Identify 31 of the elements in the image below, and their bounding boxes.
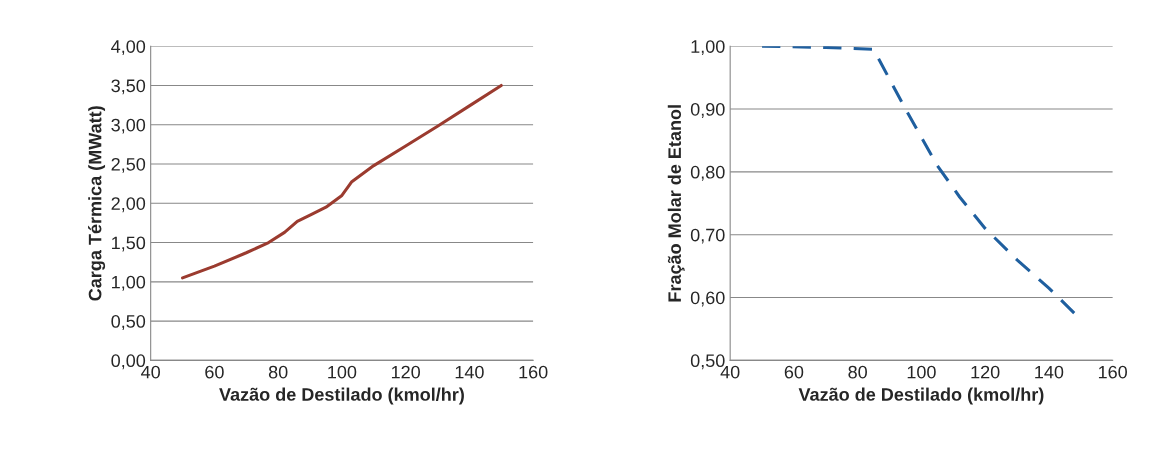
x-tick-label: 160	[1098, 365, 1127, 379]
y-tick-label: 0,90	[690, 102, 725, 118]
line-series	[760, 46, 1076, 315]
x-axis-title: Vazão de Destilado (kmol/hr)	[798, 387, 1044, 405]
y-tick-label: 0,80	[690, 165, 725, 181]
x-tick-label: 120	[971, 365, 1000, 379]
x-tick-label: 160	[519, 365, 548, 379]
x-tick-label: 120	[391, 365, 421, 379]
x-tick-label: 140	[1035, 365, 1064, 379]
y-tick-label: 0,50	[111, 315, 146, 330]
x-tick-label: 60	[784, 365, 804, 379]
y-tick-label: 2,00	[111, 197, 146, 213]
x-tick-label: 60	[205, 365, 224, 379]
y-tick-label: 3,00	[111, 118, 146, 134]
x-tick-label: 80	[848, 365, 867, 379]
x-tick-label: 100	[328, 365, 357, 379]
x-tick-label: 140	[455, 365, 484, 379]
y-tick-label: 1,00	[691, 40, 725, 56]
y-tick-label: 1,00	[112, 275, 146, 291]
y-axis-title: Fração Molar de Etanol	[667, 105, 685, 302]
y-axis-title: Carga Térmica (MWatt)	[88, 106, 106, 301]
y-tick-label: 0,60	[690, 291, 725, 307]
x-tick-label: 100	[907, 365, 936, 379]
line-series	[181, 83, 503, 280]
y-tick-label: 3,50	[111, 79, 146, 95]
y-tick-label: 0,70	[690, 228, 725, 244]
y-tick-label: 1,50	[112, 236, 146, 252]
x-axis-title: Vazão de Destilado (kmol/hr)	[219, 387, 464, 405]
x-tick-label: 80	[268, 365, 288, 379]
y-tick-label: 4,00	[111, 40, 146, 56]
y-tick-label: 2,50	[111, 157, 146, 173]
